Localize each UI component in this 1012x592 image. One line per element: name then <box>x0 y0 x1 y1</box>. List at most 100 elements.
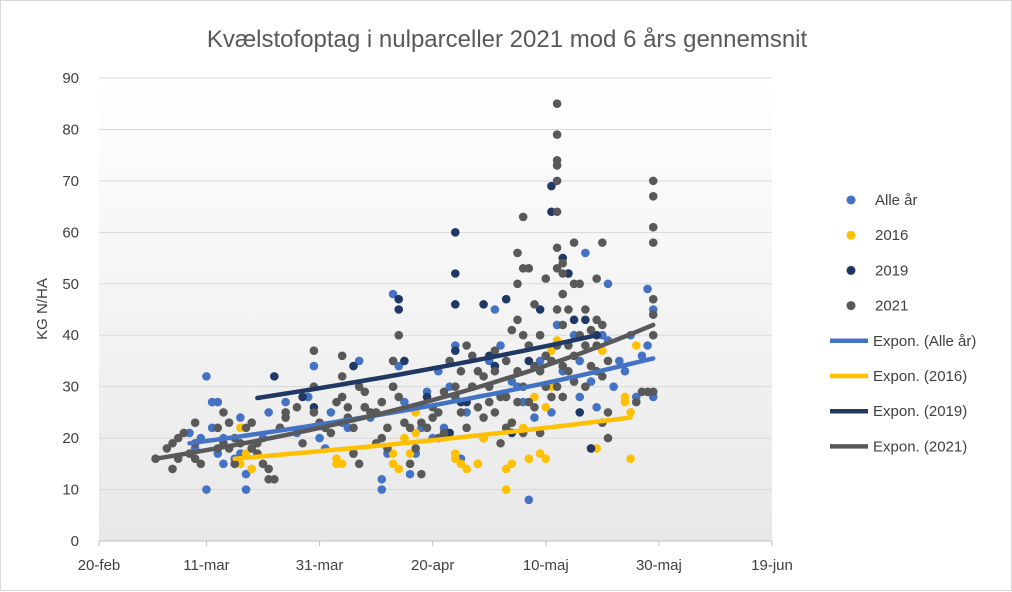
point-2021 <box>648 238 658 247</box>
point-2021 <box>377 433 387 443</box>
point-2021 <box>377 397 387 407</box>
point-alle-r <box>592 402 601 412</box>
point-2021 <box>434 408 443 417</box>
point-2021 <box>230 459 240 469</box>
point-2021 <box>168 438 177 448</box>
x-tick-label: 20-feb <box>78 557 121 574</box>
point-2021 <box>518 330 528 340</box>
point-alle-r <box>202 485 211 494</box>
point-2021 <box>450 382 460 391</box>
point-2016 <box>450 449 460 458</box>
point-2021 <box>173 433 183 443</box>
point-2021 <box>552 382 562 391</box>
point-alle-r <box>388 289 398 299</box>
point-2019 <box>569 315 579 325</box>
point-2021 <box>603 433 613 443</box>
point-2021 <box>552 243 562 253</box>
x-tick-label: 10-maj <box>523 557 569 574</box>
point-2021 <box>439 387 449 397</box>
legend-marker <box>846 230 856 240</box>
point-2021 <box>168 464 177 474</box>
point-2021 <box>309 346 319 355</box>
point-2021 <box>190 454 200 463</box>
point-alle-r <box>264 408 273 417</box>
point-2021 <box>219 408 228 417</box>
x-tick-label: 11-mar <box>183 557 229 574</box>
point-2016 <box>541 402 551 412</box>
point-alle-r <box>609 382 618 391</box>
point-2021 <box>490 346 500 355</box>
point-2019 <box>450 346 460 355</box>
point-2019 <box>450 300 460 309</box>
point-2021 <box>309 408 319 417</box>
legend-marker <box>846 301 856 311</box>
point-2021 <box>535 330 545 340</box>
trendline-expon-2016 <box>232 415 633 461</box>
point-2021 <box>552 99 562 109</box>
point-2021 <box>637 387 647 397</box>
point-2021 <box>400 418 409 427</box>
x-tick-label: 19-jun <box>751 557 793 574</box>
point-alle-r <box>643 284 652 294</box>
point-2021 <box>575 279 585 289</box>
point-2019 <box>479 300 488 309</box>
point-2021 <box>360 402 370 412</box>
point-2021 <box>292 402 302 412</box>
trendline-expon-alle-r <box>187 356 656 446</box>
point-2019 <box>547 181 556 191</box>
point-2021 <box>490 408 500 417</box>
point-2016 <box>501 485 511 494</box>
point-2021 <box>337 392 347 402</box>
point-alle-r <box>377 485 387 494</box>
point-2021 <box>552 161 562 170</box>
y-tick-label: 80 <box>62 121 79 138</box>
point-2021 <box>439 428 449 438</box>
trendline-expon-2019 <box>255 332 599 401</box>
point-2021 <box>552 130 562 139</box>
point-2021 <box>552 305 562 314</box>
point-2021 <box>417 418 426 427</box>
point-2021 <box>552 176 562 186</box>
point-2021 <box>258 459 268 469</box>
point-2021 <box>541 351 551 361</box>
point-2016 <box>598 346 607 355</box>
point-alle-r <box>326 408 336 417</box>
point-2021 <box>558 258 568 268</box>
point-alle-r <box>241 469 251 479</box>
point-alle-r <box>643 341 652 350</box>
point-alle-r <box>213 397 223 407</box>
point-2021 <box>501 356 511 366</box>
point-2016 <box>411 428 421 438</box>
point-2019 <box>575 408 585 417</box>
point-2021 <box>530 300 539 309</box>
x-tick-label: 30-maj <box>636 557 682 574</box>
point-alle-r <box>530 413 539 422</box>
point-2021 <box>326 428 336 438</box>
point-2021 <box>552 207 562 217</box>
point-2021 <box>507 325 517 335</box>
point-2021 <box>270 474 279 484</box>
point-alle-r <box>315 433 324 443</box>
point-2021 <box>196 459 206 469</box>
point-2021 <box>598 238 607 247</box>
point-2021 <box>354 459 364 469</box>
point-alle-r <box>615 356 624 366</box>
point-2016 <box>626 408 635 417</box>
point-alle-r <box>524 495 534 505</box>
point-2019 <box>298 392 307 402</box>
point-2016 <box>462 464 471 474</box>
point-2016 <box>524 454 534 463</box>
point-2021 <box>648 176 658 186</box>
point-alle-r <box>394 361 404 371</box>
point-2021 <box>558 320 568 330</box>
point-2021 <box>648 310 658 319</box>
point-alle-r <box>535 356 545 366</box>
y-tick-label: 20 <box>62 430 79 447</box>
point-2016 <box>547 346 556 355</box>
point-2021 <box>360 387 370 397</box>
plot-area <box>99 78 772 541</box>
y-tick-label: 50 <box>62 276 79 293</box>
legend-label: 2021 <box>875 298 908 315</box>
point-2021 <box>473 402 483 412</box>
point-2021 <box>298 438 307 448</box>
